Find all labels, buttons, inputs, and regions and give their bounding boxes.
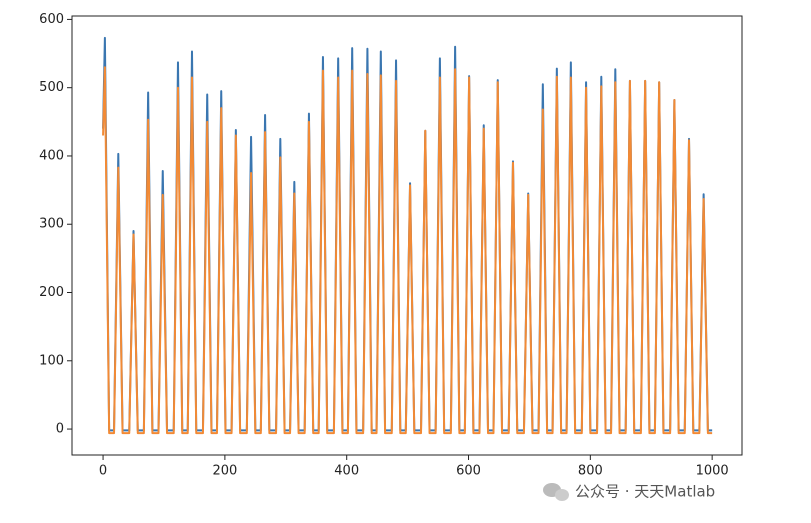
y-tick-label: 100 xyxy=(39,353,64,368)
watermark-icon xyxy=(543,483,569,501)
watermark: 公众号 · 天天Matlab xyxy=(575,483,715,501)
y-tick-label: 400 xyxy=(39,148,64,163)
x-tick-label: 200 xyxy=(212,464,237,479)
plot-frame xyxy=(71,15,743,456)
y-tick-label: 200 xyxy=(39,285,64,300)
x-tick-label: 800 xyxy=(578,464,603,479)
line-series xyxy=(102,66,713,435)
y-tick-label: 300 xyxy=(39,217,64,232)
y-tick-label: 600 xyxy=(39,12,64,27)
y-tick-label: 500 xyxy=(39,80,64,95)
x-tick-label: 1000 xyxy=(696,464,729,479)
x-tick-label: 600 xyxy=(456,464,481,479)
x-tick-label: 0 xyxy=(99,464,107,479)
x-tick-label: 400 xyxy=(334,464,359,479)
y-tick-label: 0 xyxy=(56,422,64,437)
